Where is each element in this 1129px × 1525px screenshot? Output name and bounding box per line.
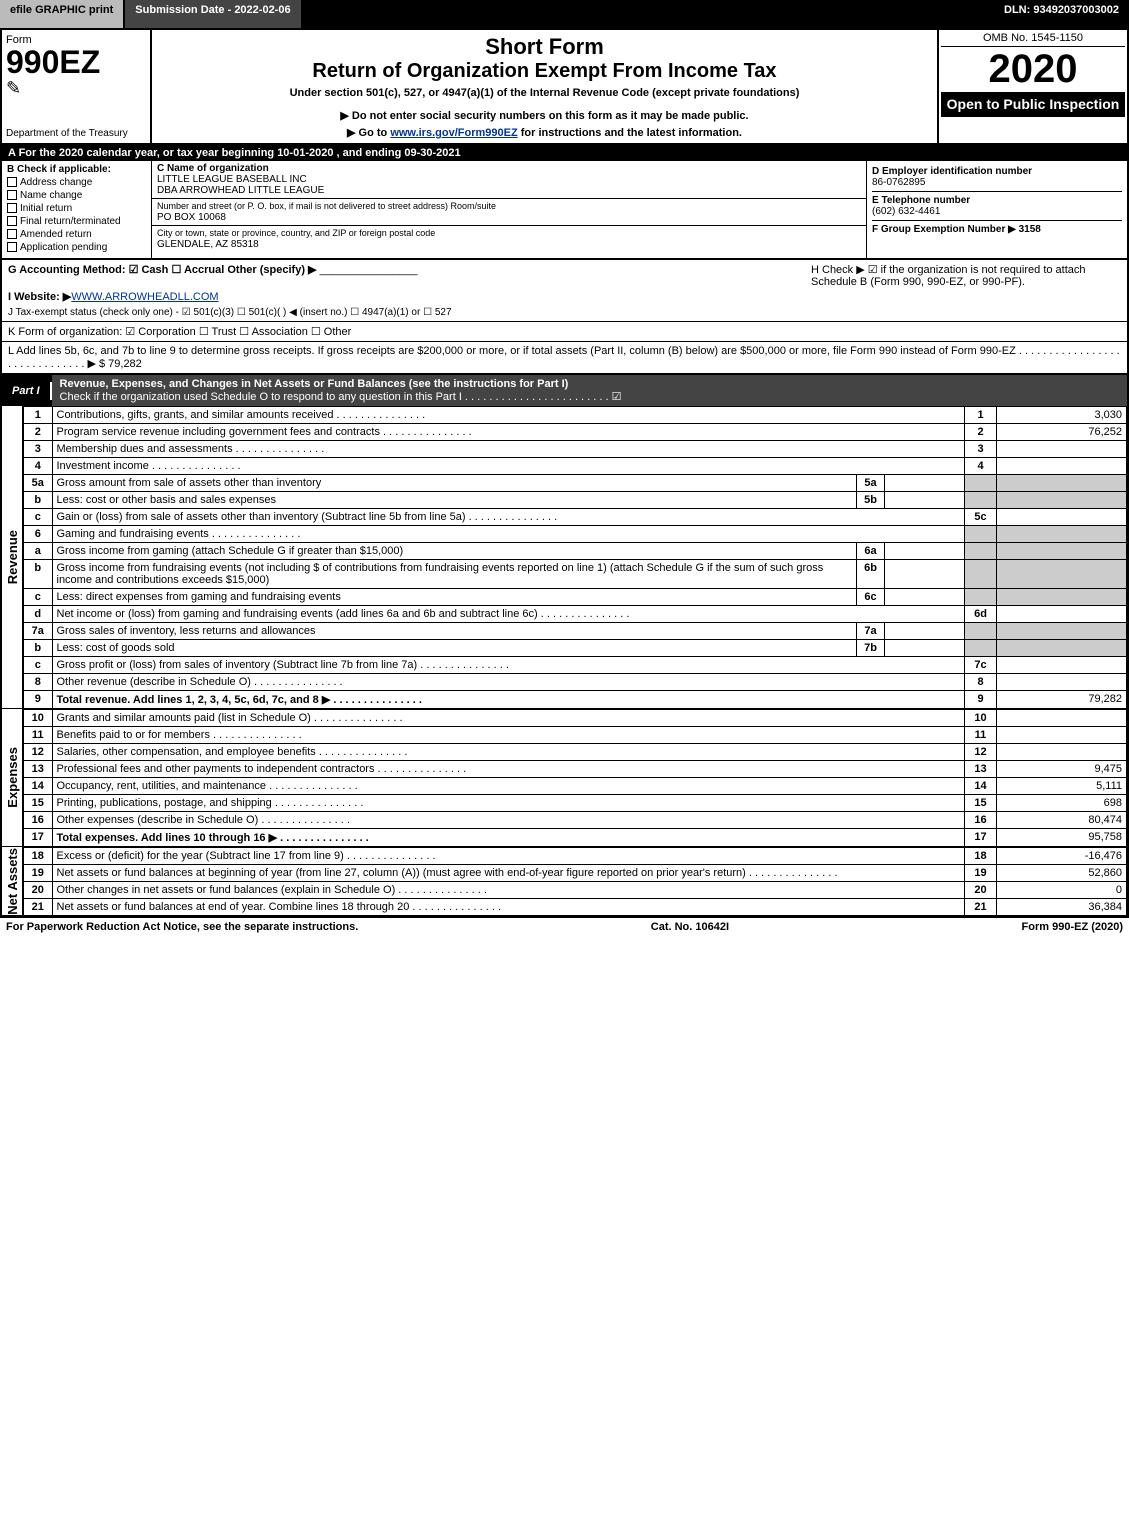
- line-i: I Website: ▶WWW.ARROWHEADLL.COM: [8, 290, 801, 303]
- cb-name[interactable]: Name change: [7, 190, 146, 201]
- netassets-block: Net Assets 18Excess or (deficit) for the…: [2, 847, 1127, 916]
- org-addr: PO BOX 10068: [157, 212, 226, 223]
- top-bar: efile GRAPHIC print Submission Date - 20…: [0, 0, 1129, 28]
- city-hdr: City or town, state or province, country…: [157, 228, 435, 238]
- footer-left: For Paperwork Reduction Act Notice, see …: [6, 921, 358, 933]
- pencil-icon: ✎: [6, 78, 146, 99]
- cb-amended[interactable]: Amended return: [7, 229, 146, 240]
- table-row: cLess: direct expenses from gaming and f…: [24, 589, 1127, 606]
- line-l: L Add lines 5b, 6c, and 7b to line 9 to …: [2, 342, 1127, 375]
- open-public: Open to Public Inspection: [941, 92, 1125, 117]
- cb-address[interactable]: Address change: [7, 177, 146, 188]
- form-number: 990EZ: [6, 46, 146, 78]
- table-row: 5aGross amount from sale of assets other…: [24, 475, 1127, 492]
- page-footer: For Paperwork Reduction Act Notice, see …: [0, 918, 1129, 936]
- subtitle-3: ▶ Go to www.irs.gov/Form990EZ for instru…: [158, 126, 931, 139]
- subtitle-1: Under section 501(c), 527, or 4947(a)(1)…: [158, 87, 931, 99]
- box-def: D Employer identification number86-07628…: [867, 161, 1127, 258]
- net-label: Net Assets: [5, 848, 20, 915]
- revenue-table: 1Contributions, gifts, grants, and simil…: [24, 406, 1127, 709]
- table-row: 7aGross sales of inventory, less returns…: [24, 623, 1127, 640]
- table-row: 20Other changes in net assets or fund ba…: [24, 882, 1127, 899]
- efile-print-btn[interactable]: efile GRAPHIC print: [0, 0, 125, 28]
- expenses-block: Expenses 10Grants and similar amounts pa…: [2, 709, 1127, 847]
- table-row: 13Professional fees and other payments t…: [24, 761, 1127, 778]
- goto-suffix: for instructions and the latest informat…: [518, 127, 742, 139]
- table-row: 15Printing, publications, postage, and s…: [24, 795, 1127, 812]
- table-row: bLess: cost or other basis and sales exp…: [24, 492, 1127, 509]
- expenses-table: 10Grants and similar amounts paid (list …: [24, 709, 1127, 847]
- table-row: 6Gaming and fundraising events . . . . .…: [24, 526, 1127, 543]
- info-block: B Check if applicable: Address change Na…: [2, 161, 1127, 260]
- table-row: cGain or (loss) from sale of assets othe…: [24, 509, 1127, 526]
- box-c: C Name of organization LITTLE LEAGUE BAS…: [152, 161, 867, 258]
- subtitle-2: ▶ Do not enter social security numbers o…: [158, 109, 931, 122]
- addr-hdr: Number and street (or P. O. box, if mail…: [157, 201, 496, 211]
- table-row: 16Other expenses (describe in Schedule O…: [24, 812, 1127, 829]
- org-dba: DBA ARROWHEAD LITTLE LEAGUE: [157, 185, 324, 196]
- table-row: 8Other revenue (describe in Schedule O) …: [24, 674, 1127, 691]
- line-g: G Accounting Method: ☑ Cash ☐ Accrual Ot…: [8, 263, 801, 276]
- tel-hdr: E Telephone number: [872, 195, 970, 206]
- footer-right: Form 990-EZ (2020): [1022, 921, 1123, 933]
- box-c-hdr: C Name of organization: [157, 163, 269, 174]
- ein-val: 86-0762895: [872, 177, 925, 188]
- goto-prefix: ▶ Go to: [347, 127, 390, 139]
- tax-year: 2020: [941, 47, 1125, 92]
- table-row: 9Total revenue. Add lines 1, 2, 3, 4, 5c…: [24, 691, 1127, 709]
- ein-hdr: D Employer identification number: [872, 166, 1032, 177]
- org-city: GLENDALE, AZ 85318: [157, 239, 259, 250]
- table-row: aGross income from gaming (attach Schedu…: [24, 543, 1127, 560]
- tel-val: (602) 632-4461: [872, 206, 940, 217]
- grp-hdr: F Group Exemption Number ▶ 3158: [872, 224, 1041, 235]
- table-row: 14Occupancy, rent, utilities, and mainte…: [24, 778, 1127, 795]
- cb-initial[interactable]: Initial return: [7, 203, 146, 214]
- table-row: cGross profit or (loss) from sales of in…: [24, 657, 1127, 674]
- table-row: 12Salaries, other compensation, and empl…: [24, 744, 1127, 761]
- submission-date: Submission Date - 2022-02-06: [125, 0, 302, 28]
- form-title: Return of Organization Exempt From Incom…: [158, 60, 931, 83]
- dept-treasury: Department of the Treasury: [6, 128, 146, 139]
- table-row: bGross income from fundraising events (n…: [24, 560, 1127, 589]
- line-h: H Check ▶ ☑ if the organization is not r…: [801, 263, 1121, 318]
- revenue-block: Revenue 1Contributions, gifts, grants, a…: [2, 406, 1127, 709]
- table-row: 17Total expenses. Add lines 10 through 1…: [24, 829, 1127, 847]
- form-header: Form 990EZ ✎ Department of the Treasury …: [2, 30, 1127, 145]
- revenue-label: Revenue: [5, 530, 20, 584]
- cb-pending[interactable]: Application pending: [7, 242, 146, 253]
- table-row: 1Contributions, gifts, grants, and simil…: [24, 407, 1127, 424]
- expenses-label: Expenses: [5, 747, 20, 808]
- short-form-label: Short Form: [158, 34, 931, 60]
- table-row: 19Net assets or fund balances at beginni…: [24, 865, 1127, 882]
- table-row: dNet income or (loss) from gaming and fu…: [24, 606, 1127, 623]
- table-row: 3Membership dues and assessments . . . .…: [24, 441, 1127, 458]
- table-row: 21Net assets or fund balances at end of …: [24, 899, 1127, 916]
- box-b: B Check if applicable: Address change Na…: [2, 161, 152, 258]
- cb-final[interactable]: Final return/terminated: [7, 216, 146, 227]
- row-gh: G Accounting Method: ☑ Cash ☐ Accrual Ot…: [2, 260, 1127, 322]
- website-link[interactable]: WWW.ARROWHEADLL.COM: [71, 291, 218, 303]
- part1-header: Part I Revenue, Expenses, and Changes in…: [2, 375, 1127, 406]
- table-row: 4Investment income . . . . . . . . . . .…: [24, 458, 1127, 475]
- table-row: 11Benefits paid to or for members . . . …: [24, 727, 1127, 744]
- footer-cat: Cat. No. 10642I: [651, 921, 729, 933]
- net-table: 18Excess or (deficit) for the year (Subt…: [24, 847, 1127, 916]
- dln-label: DLN: 93492037003002: [994, 0, 1129, 28]
- table-row: bLess: cost of goods sold7b: [24, 640, 1127, 657]
- part1-title: Revenue, Expenses, and Changes in Net As…: [60, 378, 569, 390]
- box-b-hdr: B Check if applicable:: [7, 164, 111, 175]
- part1-tab: Part I: [2, 382, 52, 400]
- table-row: 18Excess or (deficit) for the year (Subt…: [24, 848, 1127, 865]
- table-row: 10Grants and similar amounts paid (list …: [24, 710, 1127, 727]
- line-j: J Tax-exempt status (check only one) - ☑…: [8, 307, 801, 318]
- section-a: A For the 2020 calendar year, or tax yea…: [2, 145, 1127, 161]
- line-k: K Form of organization: ☑ Corporation ☐ …: [2, 322, 1127, 342]
- org-name: LITTLE LEAGUE BASEBALL INC: [157, 174, 307, 185]
- part1-check: Check if the organization used Schedule …: [60, 391, 622, 403]
- omb-no: OMB No. 1545-1150: [941, 32, 1125, 47]
- irs-link[interactable]: www.irs.gov/Form990EZ: [390, 127, 517, 139]
- table-row: 2Program service revenue including gover…: [24, 424, 1127, 441]
